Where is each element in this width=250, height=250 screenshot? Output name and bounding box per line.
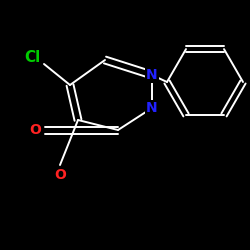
- Text: O: O: [54, 168, 66, 182]
- Text: N: N: [146, 101, 158, 115]
- Text: O: O: [29, 123, 41, 137]
- Text: N: N: [146, 68, 158, 82]
- Text: Cl: Cl: [24, 50, 40, 66]
